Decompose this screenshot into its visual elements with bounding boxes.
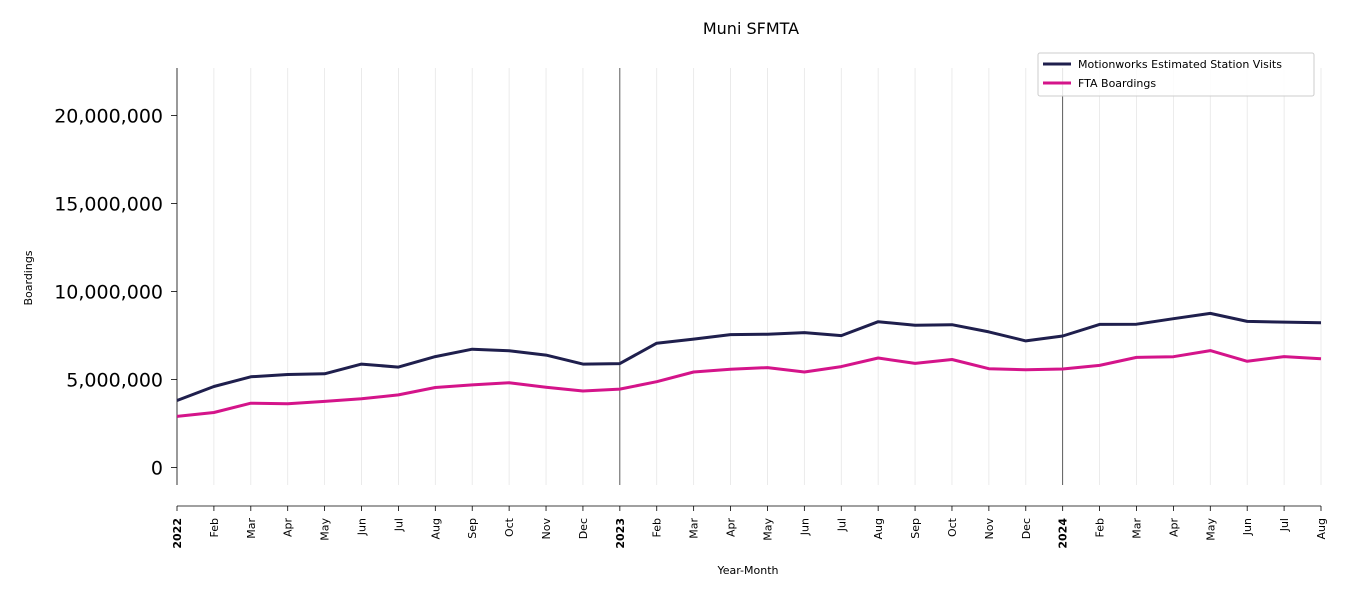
x-tick-label: Jul xyxy=(392,518,405,532)
x-tick-label: Jun xyxy=(1241,518,1254,536)
x-tick-label: May xyxy=(1204,518,1217,541)
x-tick-label: Jun xyxy=(356,518,369,536)
x-tick-label: Nov xyxy=(540,518,553,540)
series-line-motionworks xyxy=(176,311,1322,402)
axes xyxy=(176,68,1321,507)
x-tick-label: Sep xyxy=(466,518,479,539)
chart-title: Muni SFMTA xyxy=(703,19,799,38)
x-tick-label: Nov xyxy=(983,518,996,540)
series-line-fta xyxy=(176,349,1322,418)
x-tick-label: Feb xyxy=(651,518,664,537)
x-tick-label: Jul xyxy=(835,518,848,532)
x-tick-label: Aug xyxy=(429,518,442,539)
x-tick-label: May xyxy=(761,518,774,541)
y-axis-label: Boardings xyxy=(22,250,35,305)
x-tick-label: Aug xyxy=(872,518,885,539)
y-tick-label: 0 xyxy=(151,457,163,479)
legend: Motionworks Estimated Station Visits FTA … xyxy=(1037,52,1315,97)
y-ticks: 0 5,000,000 10,000,000 15,000,000 20,000,000 xyxy=(54,106,177,479)
x-tick-label: Sep xyxy=(909,518,922,539)
y-tick-label: 10,000,000 xyxy=(54,281,163,303)
x-tick-label: Jul xyxy=(1278,518,1291,532)
x-tick-label: Apr xyxy=(725,518,738,538)
y-tick-label: 15,000,000 xyxy=(54,193,163,215)
x-axis-label: Year-Month xyxy=(716,564,778,577)
x-tick-label: Mar xyxy=(1130,518,1143,539)
x-tick-label: 2023 xyxy=(614,518,627,549)
legend-box xyxy=(1037,52,1315,97)
x-tick-label: Feb xyxy=(1094,518,1107,537)
legend-label: Motionworks Estimated Station Visits xyxy=(1078,58,1282,71)
gridlines xyxy=(213,68,1322,485)
y-tick-label: 5,000,000 xyxy=(66,369,163,391)
x-tick-label: Aug xyxy=(1315,518,1328,539)
x-tick-label: Apr xyxy=(1167,518,1180,538)
x-tick-label: Dec xyxy=(1020,518,1033,539)
x-tick-label: Feb xyxy=(208,518,221,537)
x-tick-label: 2022 xyxy=(171,518,184,549)
x-tick-label: Jun xyxy=(798,518,811,536)
x-tick-label: Oct xyxy=(946,517,959,537)
x-tick-label: Oct xyxy=(503,517,516,537)
x-tick-label: Apr xyxy=(282,518,295,538)
x-tick-label: May xyxy=(319,518,332,541)
y-tick-label: 20,000,000 xyxy=(54,106,163,128)
x-tick-label: Dec xyxy=(577,518,590,539)
x-tick-label: Mar xyxy=(245,518,258,539)
series-lines xyxy=(176,311,1322,418)
x-ticks: 2022 Feb Mar Apr May Jun Jul Aug Sep Oct Nov Dec 202… xyxy=(171,506,1328,549)
x-tick-label: Mar xyxy=(688,518,701,539)
legend-label: FTA Boardings xyxy=(1078,77,1156,90)
x-tick-label: 2024 xyxy=(1057,518,1070,549)
